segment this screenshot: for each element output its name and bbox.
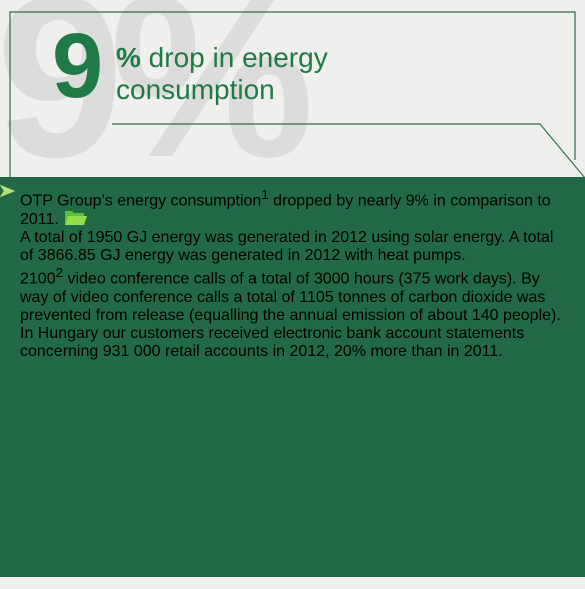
text: retail accounts in 2012, [160, 342, 334, 360]
footnote-mark: 2 [55, 265, 64, 281]
text: energy was generated in 2012 using solar… [20, 229, 554, 265]
highlight: 931 000 [102, 342, 161, 360]
text: of carbon dioxide was prevented from re­… [20, 288, 561, 324]
bullet: 21002 video conference calls of a total … [0, 185, 563, 324]
text: (375 work days). By way of video confere… [20, 270, 540, 306]
highlight: 20% [334, 342, 367, 360]
text: OTP Group’s energy consumption [20, 192, 262, 210]
text: energy was generated in 2012 with heat p… [120, 247, 466, 265]
bullet-arrow [0, 185, 15, 197]
highlight: 3866.85 GJ [37, 247, 121, 265]
bullet: OTP Group’s energy consumption1 dropped … [0, 185, 563, 229]
bullet-panel: OTP Group’s energy consumption1 dropped … [0, 177, 585, 577]
headline-text: drop in energy consumption [116, 42, 328, 105]
highlight: 1950 GJ [86, 229, 148, 247]
highlight: 1105 tonnes [299, 288, 387, 306]
text: in comparison to 2011. [20, 192, 551, 229]
frame-outline [9, 11, 576, 177]
bullet: A total of 1950 GJ energy was generated … [0, 185, 563, 265]
highlight: 2100 [20, 270, 56, 288]
highlight: 9% [405, 192, 429, 210]
text: more than in 2011. [366, 342, 503, 360]
highlight: video conference calls [63, 270, 226, 288]
text: of a total of [225, 270, 314, 288]
footnote-mark: 1 [261, 187, 269, 202]
bullet: In Hungary our customers received electr… [0, 185, 563, 361]
text: A total of [20, 229, 87, 247]
highlight: 3000 hours [313, 270, 394, 288]
headline: % drop in energy consumption [116, 42, 416, 106]
headline-bold: % [116, 42, 141, 73]
text: dropped by nearly [268, 192, 406, 210]
watermark: 9% [0, 0, 314, 205]
frame [9, 11, 585, 179]
big-number: 9 [52, 15, 104, 117]
frame-underline [112, 123, 585, 179]
folder-icon[interactable] [64, 210, 87, 226]
text: In Hungary our customers received electr… [20, 324, 525, 360]
